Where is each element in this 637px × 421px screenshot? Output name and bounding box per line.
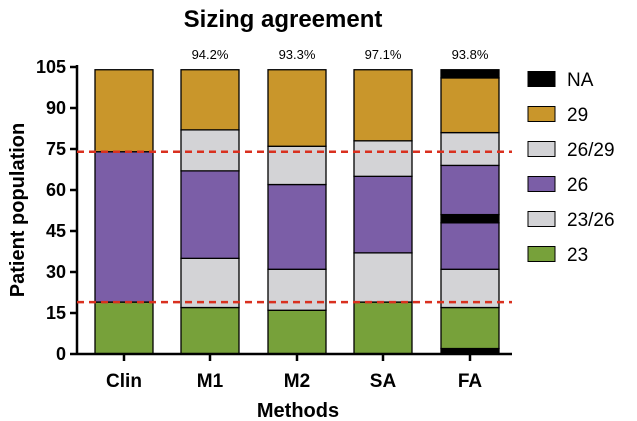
bar-m1 xyxy=(180,69,240,355)
y-tick-label: 45 xyxy=(46,221,66,241)
chart-title: Sizing agreement xyxy=(184,6,383,33)
bar-segment-m2-0 xyxy=(267,309,327,355)
legend-label: NA xyxy=(567,70,594,91)
bar-segment-fa-5 xyxy=(440,164,500,216)
y-tick-label: 75 xyxy=(46,139,66,159)
bar-m2 xyxy=(267,69,327,355)
legend-swatch-26-29 xyxy=(527,141,556,157)
bar-segment-m2-1 xyxy=(267,268,327,311)
legend-label: 23 xyxy=(567,245,588,266)
x-tick-label: M1 xyxy=(197,371,224,392)
legend-swatch-NA xyxy=(527,71,556,87)
bar-sa xyxy=(353,69,413,355)
bar-clin xyxy=(94,69,154,355)
bar-segment-sa-3 xyxy=(353,140,413,177)
bar-segment-m1-2 xyxy=(180,170,240,259)
agreement-percent-label: 93.8% xyxy=(452,47,489,62)
agreement-percent-label: 94.2% xyxy=(192,47,229,62)
y-tick-label: 30 xyxy=(46,262,66,282)
bar-segment-sa-2 xyxy=(353,175,413,254)
bar-segment-sa-0 xyxy=(353,301,413,355)
bar-segment-fa-6 xyxy=(440,131,500,167)
x-tick-label: SA xyxy=(370,371,397,392)
bar-fa xyxy=(440,69,500,355)
legend-label: 26/29 xyxy=(567,140,615,161)
bar-segment-clin-2 xyxy=(94,69,154,153)
bar-segment-clin-0 xyxy=(94,301,154,355)
axes-layer: 0 15 30 45 60 75 90 105 Clin M1 94.2% M2 93.3% SA 97.1… xyxy=(36,47,512,392)
y-tick-label: 105 xyxy=(36,57,66,77)
bar-segment-m1-3 xyxy=(180,129,240,172)
bar-segment-sa-1 xyxy=(353,252,413,303)
x-tick-label: FA xyxy=(458,371,483,392)
y-axis-label: Patient population xyxy=(7,123,29,297)
bar-segment-m2-2 xyxy=(267,183,327,270)
bar-segment-sa-4 xyxy=(353,69,413,142)
x-tick-label: Clin xyxy=(106,371,142,392)
legend: NA 29 26/29 26 23/26 23 xyxy=(527,70,615,266)
legend-swatch-23 xyxy=(527,246,556,262)
y-tick-label: 0 xyxy=(56,344,66,364)
bar-segment-fa-8 xyxy=(440,69,500,79)
agreement-percent-label: 97.1% xyxy=(365,47,402,62)
bars-layer xyxy=(94,69,500,355)
bar-segment-m1-4 xyxy=(180,69,240,131)
legend-label: 29 xyxy=(567,105,588,126)
legend-label: 23/26 xyxy=(567,210,615,231)
y-tick-label: 15 xyxy=(46,303,66,323)
legend-swatch-29 xyxy=(527,106,556,122)
bar-segment-clin-1 xyxy=(94,151,154,303)
bar-segment-fa-4 xyxy=(440,213,500,224)
bar-segment-m2-4 xyxy=(267,69,327,147)
legend-swatch-23-26 xyxy=(527,211,556,227)
y-tick-label: 90 xyxy=(46,98,66,118)
reference-lines xyxy=(77,150,512,304)
legend-swatch-26 xyxy=(527,176,556,192)
bar-segment-fa-1 xyxy=(440,306,500,350)
bar-segment-fa-3 xyxy=(440,222,500,270)
legend-label: 26 xyxy=(567,175,588,196)
bar-segment-m1-0 xyxy=(180,306,240,355)
bar-segment-fa-7 xyxy=(440,77,500,134)
x-tick-label: M2 xyxy=(284,371,310,392)
x-axis-label: Methods xyxy=(257,400,339,421)
bar-segment-m1-1 xyxy=(180,257,240,309)
y-tick-label: 60 xyxy=(46,180,66,200)
agreement-percent-label: 93.3% xyxy=(279,47,316,62)
